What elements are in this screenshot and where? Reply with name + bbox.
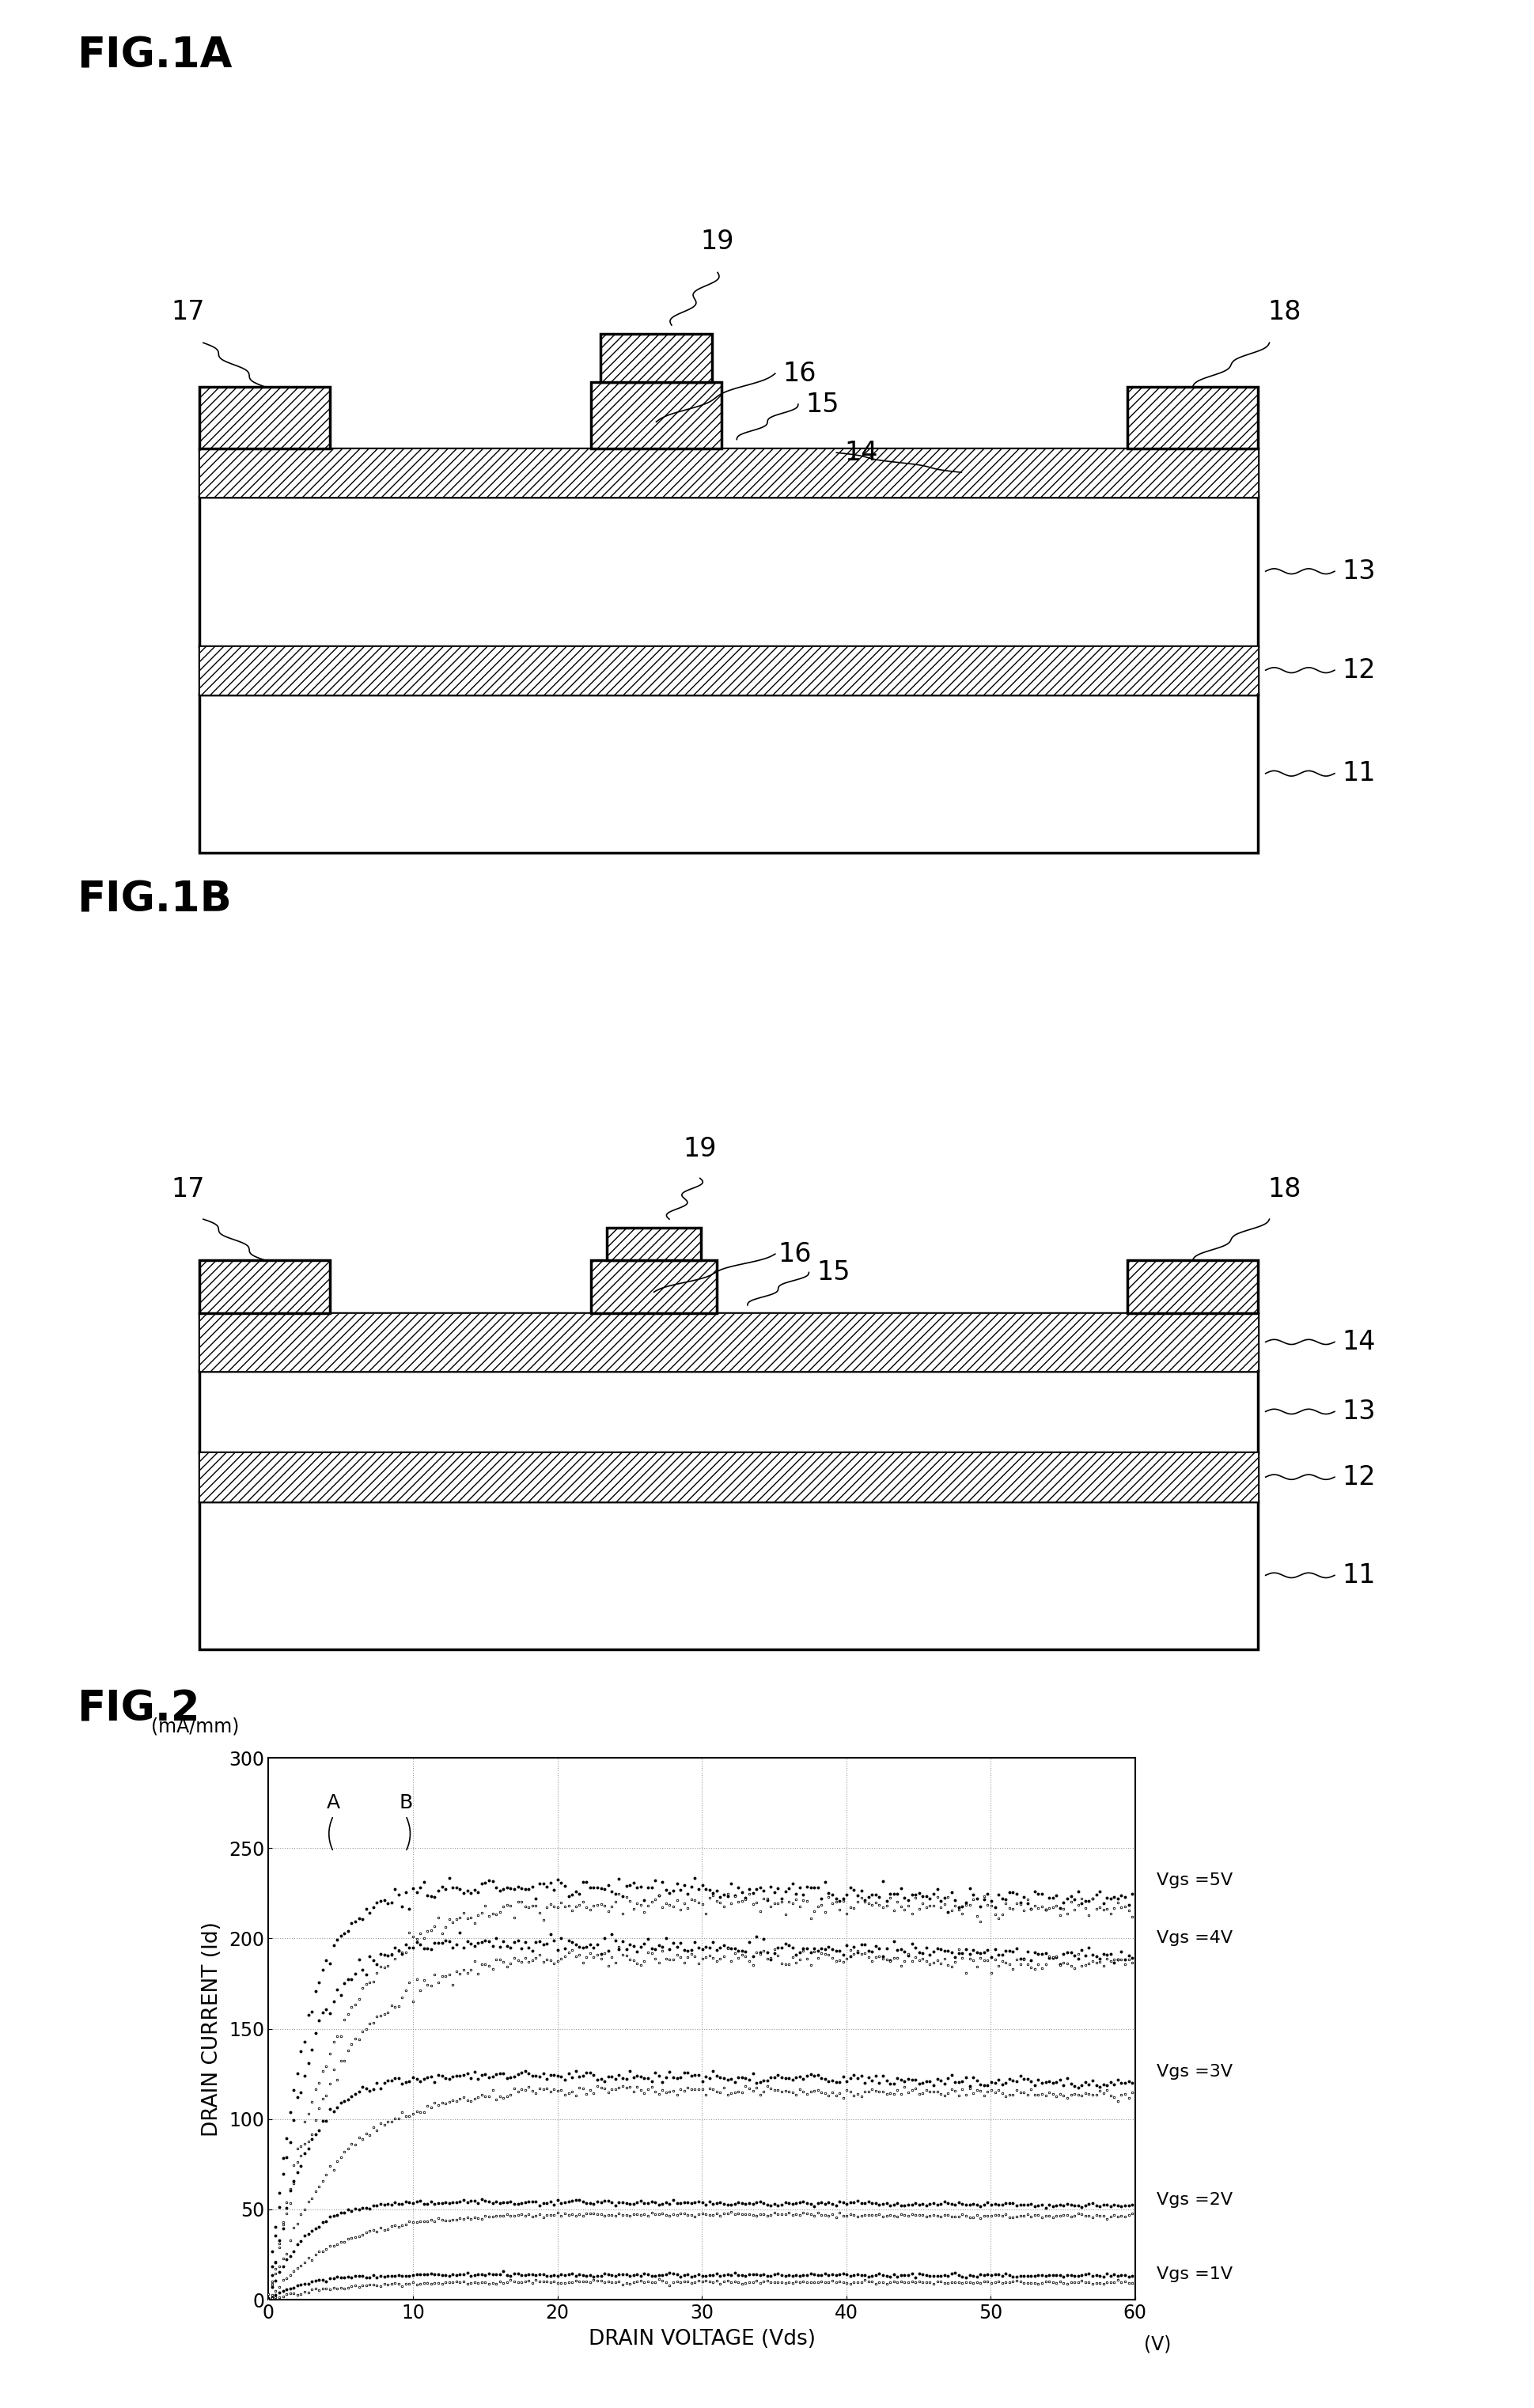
Bar	[199, 388, 330, 448]
Text: B: B	[399, 1794, 413, 1811]
Bar	[601, 335, 712, 383]
Bar	[199, 496, 1258, 645]
Bar	[591, 1259, 716, 1312]
Text: 13: 13	[1342, 1399, 1376, 1426]
Text: FIG.1A: FIG.1A	[77, 36, 232, 77]
Bar	[199, 645, 1258, 694]
Text: 18: 18	[1269, 1178, 1301, 1204]
Text: Vgs =1V: Vgs =1V	[1157, 2266, 1233, 2283]
Bar	[199, 448, 1258, 496]
Text: (V): (V)	[1144, 2336, 1170, 2355]
Text: Vgs =4V: Vgs =4V	[1157, 1931, 1233, 1946]
Text: 19: 19	[683, 1137, 716, 1163]
Bar	[607, 1228, 701, 1259]
Text: Vgs =5V: Vgs =5V	[1157, 1873, 1233, 1888]
Text: 15: 15	[805, 390, 839, 417]
Bar	[199, 1452, 1258, 1503]
Bar	[199, 1503, 1258, 1649]
Text: 11: 11	[1342, 761, 1376, 787]
Text: 14: 14	[1342, 1329, 1376, 1356]
Bar	[199, 694, 1258, 852]
Text: 14: 14	[844, 441, 877, 465]
Text: Vgs =3V: Vgs =3V	[1157, 2064, 1233, 2081]
Bar	[199, 1312, 1258, 1370]
Bar	[199, 1312, 1258, 1370]
Bar	[1127, 1259, 1258, 1312]
Text: 16: 16	[778, 1240, 811, 1267]
Bar	[199, 645, 1258, 694]
Text: 13: 13	[1342, 559, 1376, 585]
Text: FIG.2: FIG.2	[77, 1688, 199, 1729]
Text: 17: 17	[172, 1178, 204, 1204]
Text: Vgs =2V: Vgs =2V	[1157, 2191, 1233, 2208]
Bar	[591, 383, 721, 448]
Text: A: A	[327, 1794, 341, 1811]
Text: 19: 19	[701, 229, 735, 255]
X-axis label: DRAIN VOLTAGE (Vds): DRAIN VOLTAGE (Vds)	[588, 2329, 816, 2350]
Text: 16: 16	[782, 361, 816, 388]
Text: 17: 17	[172, 299, 204, 325]
Text: (mA/mm): (mA/mm)	[152, 1717, 239, 1736]
Bar	[199, 448, 1258, 496]
Text: 11: 11	[1342, 1563, 1376, 1589]
Text: 12: 12	[1342, 657, 1376, 684]
Text: 12: 12	[1342, 1464, 1376, 1491]
Text: FIG.1B: FIG.1B	[77, 879, 232, 920]
Bar	[199, 1452, 1258, 1503]
Bar	[1127, 388, 1258, 448]
Bar	[199, 1370, 1258, 1452]
Bar	[199, 1259, 330, 1312]
Text: 18: 18	[1269, 299, 1301, 325]
Text: 15: 15	[816, 1259, 850, 1286]
Y-axis label: DRAIN CURRENT (Id): DRAIN CURRENT (Id)	[201, 1922, 222, 2136]
